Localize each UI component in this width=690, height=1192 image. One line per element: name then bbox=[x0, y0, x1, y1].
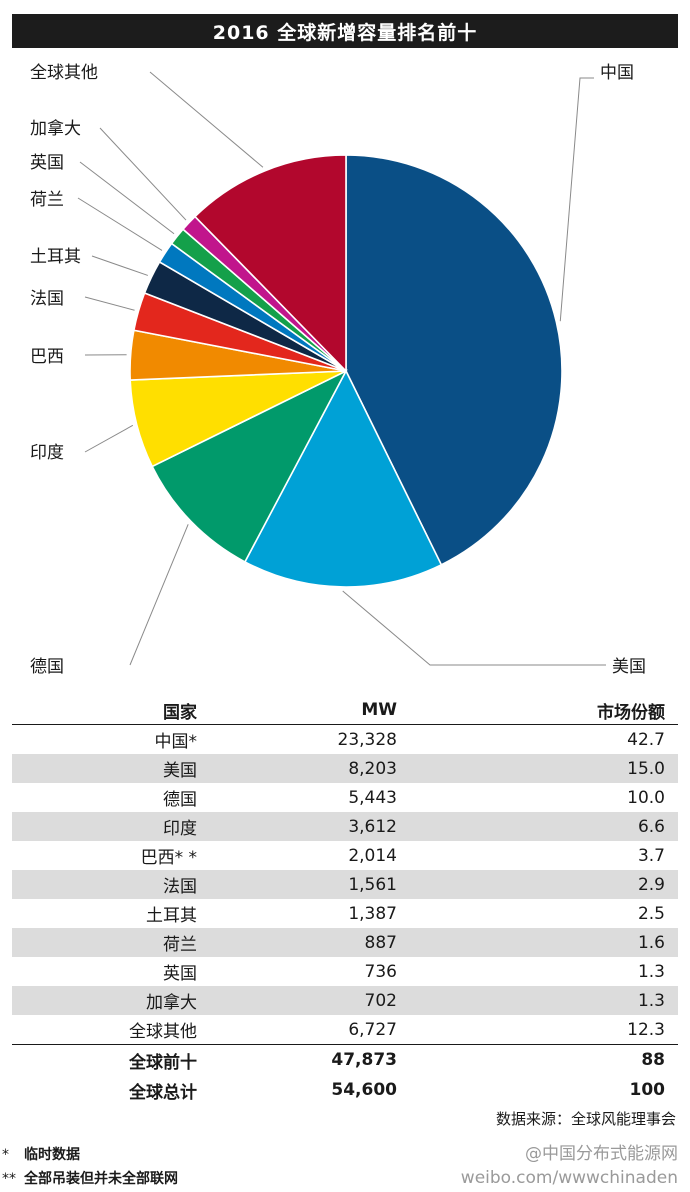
cell-country: 全球其他 bbox=[12, 1017, 197, 1042]
leader-line bbox=[150, 72, 263, 167]
cell-mw: 54,600 bbox=[197, 1080, 397, 1100]
footnotes: *临时数据 **全部吊装但并未全部联网 bbox=[2, 1144, 178, 1192]
cell-mw: 1,561 bbox=[197, 875, 397, 895]
cell-mw: 887 bbox=[197, 933, 397, 953]
cell-share: 100 bbox=[397, 1080, 665, 1100]
cell-mw: 23,328 bbox=[197, 730, 397, 750]
slice-label: 加拿大 bbox=[30, 118, 81, 139]
cell-country: 英国 bbox=[12, 959, 197, 984]
leader-line bbox=[92, 256, 148, 275]
data-source: 数据来源：全球风能理事会 bbox=[496, 1108, 676, 1129]
cell-share: 88 bbox=[397, 1050, 665, 1070]
footnote-text: 临时数据 bbox=[24, 1147, 80, 1163]
leader-line bbox=[560, 78, 594, 321]
leader-line bbox=[85, 425, 133, 452]
cell-mw: 702 bbox=[197, 991, 397, 1011]
footnote-mark: ** bbox=[2, 1171, 24, 1187]
cell-country: 全球前十 bbox=[12, 1048, 197, 1073]
slice-label: 印度 bbox=[30, 443, 64, 463]
cell-mw: 1,387 bbox=[197, 904, 397, 924]
cell-mw: 3,612 bbox=[197, 817, 397, 837]
footnote-1: *临时数据 bbox=[2, 1144, 178, 1168]
cell-country: 全球总计 bbox=[12, 1078, 197, 1103]
cell-mw: 2,014 bbox=[197, 846, 397, 866]
cell-country: 法国 bbox=[12, 872, 197, 897]
footnote-2: **全部吊装但并未全部联网 bbox=[2, 1168, 178, 1192]
footnote-mark: * bbox=[2, 1147, 24, 1163]
watermark-line-2: weibo.com/wwwchinaden bbox=[461, 1166, 678, 1190]
slice-label: 荷兰 bbox=[30, 190, 64, 210]
cell-country: 德国 bbox=[12, 785, 197, 810]
cell-share: 2.9 bbox=[397, 875, 665, 895]
cell-share: 42.7 bbox=[397, 730, 665, 750]
leader-line bbox=[80, 162, 174, 234]
cell-share: 3.7 bbox=[397, 846, 665, 866]
cell-country: 荷兰 bbox=[12, 930, 197, 955]
slice-label: 全球其他 bbox=[30, 63, 98, 83]
slice-label: 巴西 bbox=[30, 347, 64, 367]
cell-share: 15.0 bbox=[397, 759, 665, 779]
leader-line bbox=[130, 524, 188, 665]
leader-line bbox=[343, 591, 606, 665]
cell-share: 10.0 bbox=[397, 788, 665, 808]
watermark-line-1: @中国分布式能源网 bbox=[461, 1142, 678, 1166]
slice-label: 法国 bbox=[30, 289, 64, 309]
header-share: 市场份额 bbox=[397, 698, 665, 723]
cell-share: 2.5 bbox=[397, 904, 665, 924]
slice-label: 德国 bbox=[30, 657, 64, 677]
slice-label: 英国 bbox=[30, 153, 64, 173]
cell-mw: 736 bbox=[197, 962, 397, 982]
watermark: @中国分布式能源网 weibo.com/wwwchinaden bbox=[461, 1142, 678, 1190]
cell-share: 6.6 bbox=[397, 817, 665, 837]
chart-title: 2016 全球新增容量排名前十 bbox=[12, 14, 678, 48]
cell-share: 1.3 bbox=[397, 962, 665, 982]
slice-label: 美国 bbox=[612, 657, 646, 677]
cell-country: 中国* bbox=[12, 727, 197, 752]
leader-line bbox=[85, 297, 135, 310]
cell-share: 12.3 bbox=[397, 1020, 665, 1040]
cell-mw: 5,443 bbox=[197, 788, 397, 808]
cell-country: 巴西* * bbox=[12, 843, 197, 868]
cell-mw: 6,727 bbox=[197, 1020, 397, 1040]
table-header: 国家 MW 市场份额 bbox=[12, 696, 678, 725]
cell-mw: 47,873 bbox=[197, 1050, 397, 1070]
cell-mw: 8,203 bbox=[197, 759, 397, 779]
header-country: 国家 bbox=[12, 698, 197, 723]
slice-label: 土耳其 bbox=[30, 247, 81, 267]
cell-country: 印度 bbox=[12, 814, 197, 839]
header-mw: MW bbox=[197, 700, 397, 720]
leader-line bbox=[100, 128, 186, 220]
cell-share: 1.6 bbox=[397, 933, 665, 953]
cell-country: 美国 bbox=[12, 756, 197, 781]
cell-country: 土耳其 bbox=[12, 901, 197, 926]
slice-label: 中国 bbox=[600, 63, 634, 83]
cell-share: 1.3 bbox=[397, 991, 665, 1011]
leader-line bbox=[78, 198, 162, 250]
cell-country: 加拿大 bbox=[12, 988, 197, 1013]
footnote-text: 全部吊装但并未全部联网 bbox=[24, 1171, 178, 1187]
